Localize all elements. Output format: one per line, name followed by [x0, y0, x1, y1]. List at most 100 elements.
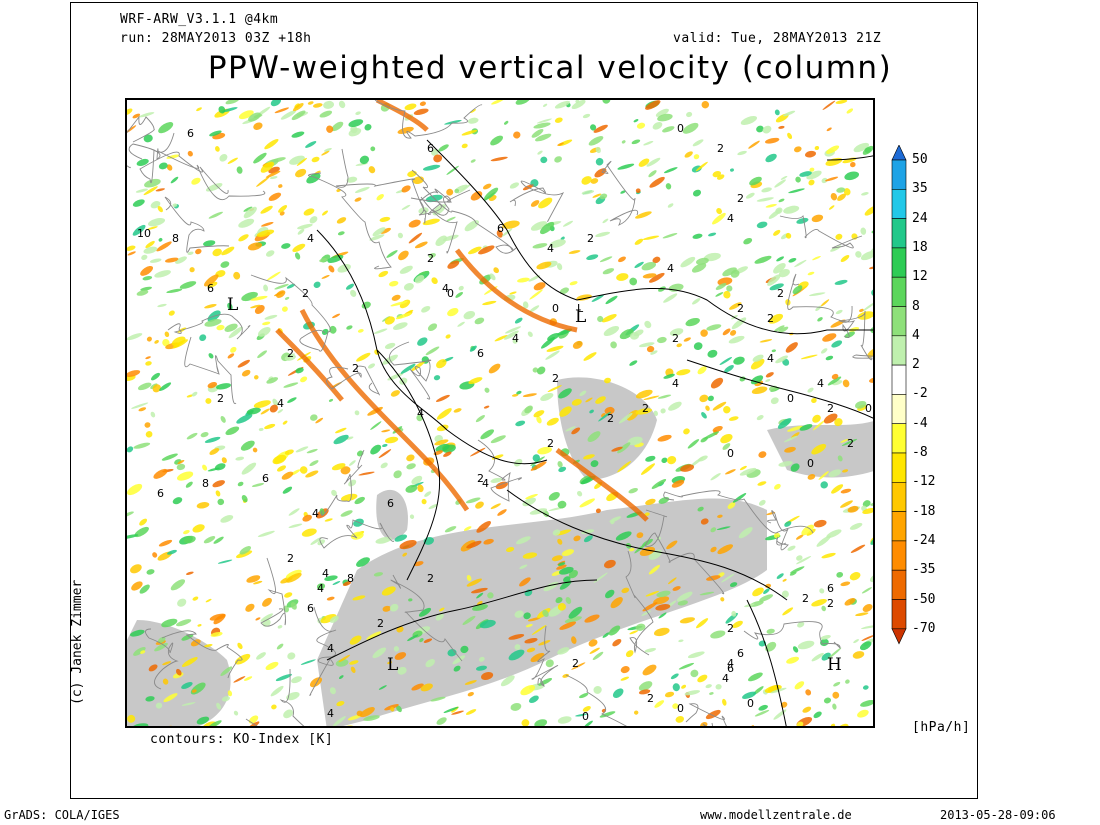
- ko-contour: [128, 143, 266, 201]
- velocity-cell: [538, 197, 553, 209]
- velocity-cell: [813, 711, 822, 719]
- velocity-cell: [297, 228, 305, 235]
- velocity-cell: [167, 549, 177, 555]
- ko-index-label: 2: [777, 287, 784, 300]
- velocity-cell: [543, 103, 548, 107]
- velocity-cell: [513, 131, 521, 139]
- velocity-cell: [205, 183, 223, 192]
- velocity-cell: [554, 100, 571, 109]
- velocity-cell: [478, 656, 485, 662]
- ko-contour: [335, 148, 427, 224]
- colorbar-label: -35: [912, 562, 936, 578]
- pressure-center-label: L: [575, 307, 586, 327]
- ko-contour: [321, 449, 365, 516]
- velocity-cell: [166, 288, 183, 294]
- velocity-cell: [408, 232, 423, 244]
- velocity-cell: [144, 422, 151, 428]
- velocity-cell: [350, 531, 364, 540]
- velocity-cell: [282, 486, 293, 494]
- velocity-cell: [144, 178, 161, 188]
- velocity-cell: [788, 188, 805, 194]
- ko-index-label: 2: [847, 437, 854, 450]
- velocity-cell: [401, 204, 411, 210]
- velocity-cell: [339, 675, 344, 680]
- velocity-cell: [787, 545, 796, 551]
- velocity-cell: [531, 624, 547, 635]
- velocity-cell: [783, 205, 800, 214]
- velocity-cell: [719, 356, 733, 366]
- velocity-cell: [300, 659, 316, 665]
- velocity-cell: [131, 402, 149, 409]
- velocity-cell: [712, 170, 722, 178]
- ko-index-label: 4: [482, 477, 489, 490]
- velocity-cell: [557, 538, 563, 545]
- velocity-cell: [433, 450, 443, 456]
- velocity-cell: [207, 281, 218, 288]
- velocity-cell: [216, 383, 231, 390]
- velocity-cell: [870, 501, 873, 506]
- velocity-cell: [258, 427, 264, 432]
- velocity-cell: [853, 639, 859, 644]
- velocity-cell: [411, 683, 424, 691]
- velocity-cell: [306, 448, 318, 454]
- ko-index-label: 0: [865, 402, 872, 415]
- velocity-cell: [852, 651, 865, 659]
- ko-contour: [184, 336, 237, 405]
- velocity-cell: [790, 463, 800, 472]
- velocity-cell: [204, 436, 221, 443]
- velocity-cell: [349, 460, 356, 466]
- velocity-cell: [644, 320, 652, 329]
- ko-contour: [625, 550, 654, 656]
- velocity-cell: [349, 660, 359, 665]
- velocity-cell: [604, 406, 615, 415]
- velocity-cell: [795, 534, 804, 540]
- convergence-band: [375, 100, 429, 132]
- velocity-cell: [585, 397, 593, 403]
- velocity-cell: [821, 177, 828, 184]
- velocity-cell: [140, 286, 152, 291]
- velocity-cell: [826, 127, 832, 132]
- velocity-cell: [595, 146, 601, 154]
- velocity-cell: [475, 665, 488, 671]
- velocity-cell: [331, 463, 346, 471]
- ko-index-label: 4: [417, 407, 424, 420]
- velocity-cell: [723, 290, 731, 299]
- velocity-cell: [227, 353, 235, 359]
- velocity-cell: [557, 500, 567, 509]
- velocity-cell: [356, 557, 370, 567]
- velocity-cell: [635, 623, 646, 631]
- velocity-cell: [834, 418, 843, 427]
- velocity-cell: [313, 281, 321, 289]
- velocity-cell: [306, 173, 321, 184]
- velocity-cell: [748, 140, 760, 149]
- velocity-cell: [434, 439, 449, 446]
- velocity-cell: [338, 654, 351, 663]
- velocity-cell: [490, 156, 508, 162]
- velocity-cell: [796, 555, 803, 561]
- ko-contour: [767, 510, 789, 551]
- velocity-cell: [548, 492, 560, 501]
- velocity-cell: [515, 100, 530, 105]
- velocity-cell: [350, 289, 357, 297]
- velocity-cell: [145, 696, 155, 702]
- velocity-cell: [467, 117, 479, 124]
- velocity-cell: [608, 625, 621, 636]
- velocity-cell: [166, 154, 180, 159]
- velocity-cell: [787, 132, 793, 140]
- velocity-cell: [680, 464, 695, 472]
- velocity-cell: [724, 365, 734, 373]
- ko-index-label: 2: [642, 402, 649, 415]
- velocity-cell: [374, 328, 388, 334]
- velocity-cell: [579, 693, 589, 699]
- velocity-cell: [181, 681, 193, 690]
- velocity-cell: [135, 188, 148, 193]
- ko-index-label: 2: [352, 362, 359, 375]
- velocity-cell: [490, 435, 506, 444]
- velocity-cell: [853, 142, 870, 153]
- velocity-cell: [260, 161, 275, 173]
- pressure-center-label: H: [827, 655, 842, 675]
- velocity-cell: [639, 342, 655, 348]
- velocity-cell: [243, 206, 257, 219]
- velocity-cell: [571, 398, 582, 406]
- velocity-cell: [756, 415, 764, 421]
